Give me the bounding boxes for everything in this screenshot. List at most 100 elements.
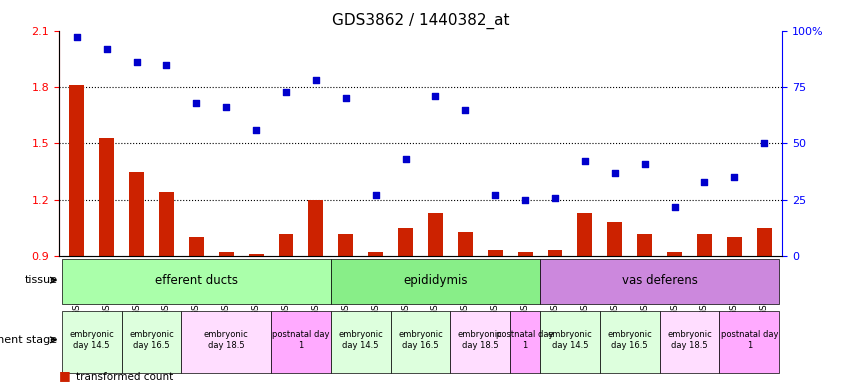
FancyBboxPatch shape bbox=[540, 258, 779, 304]
Bar bbox=[151, 31, 182, 256]
Bar bbox=[249, 254, 263, 256]
Text: embryonic
day 16.5: embryonic day 16.5 bbox=[130, 330, 174, 349]
Bar bbox=[219, 252, 234, 256]
Bar bbox=[99, 138, 114, 256]
Bar bbox=[488, 250, 503, 256]
Text: vas deferens: vas deferens bbox=[621, 274, 697, 286]
Bar bbox=[690, 31, 719, 256]
Point bbox=[489, 192, 502, 198]
Point bbox=[518, 197, 532, 203]
FancyBboxPatch shape bbox=[182, 311, 271, 373]
Point bbox=[220, 104, 233, 111]
Bar bbox=[130, 172, 144, 256]
Title: GDS3862 / 1440382_at: GDS3862 / 1440382_at bbox=[331, 13, 510, 29]
Bar bbox=[69, 85, 84, 256]
Point bbox=[399, 156, 412, 162]
FancyBboxPatch shape bbox=[390, 311, 451, 373]
Point bbox=[458, 106, 472, 113]
Bar bbox=[122, 31, 151, 256]
Bar bbox=[630, 31, 659, 256]
Point bbox=[727, 174, 741, 180]
Text: transformed count: transformed count bbox=[76, 372, 173, 382]
Bar bbox=[458, 232, 473, 256]
Point bbox=[100, 46, 114, 52]
Bar bbox=[757, 228, 772, 256]
Bar bbox=[92, 31, 122, 256]
FancyBboxPatch shape bbox=[62, 311, 122, 373]
Point bbox=[758, 140, 771, 146]
Point bbox=[339, 95, 352, 101]
Point bbox=[279, 88, 293, 94]
Text: embryonic
day 14.5: embryonic day 14.5 bbox=[338, 330, 383, 349]
Bar bbox=[398, 228, 413, 256]
Bar bbox=[607, 222, 622, 256]
Point bbox=[130, 59, 143, 65]
Text: ■: ■ bbox=[59, 369, 71, 382]
Text: embryonic
day 16.5: embryonic day 16.5 bbox=[398, 330, 443, 349]
Point bbox=[250, 127, 263, 133]
Bar bbox=[62, 31, 92, 256]
FancyBboxPatch shape bbox=[600, 311, 659, 373]
Bar bbox=[211, 31, 241, 256]
Bar bbox=[749, 31, 779, 256]
FancyBboxPatch shape bbox=[271, 311, 331, 373]
Bar bbox=[428, 213, 443, 256]
FancyBboxPatch shape bbox=[331, 258, 540, 304]
Text: embryonic
day 16.5: embryonic day 16.5 bbox=[607, 330, 652, 349]
Bar bbox=[637, 233, 652, 256]
Point bbox=[608, 170, 621, 176]
Text: postnatal day
1: postnatal day 1 bbox=[272, 330, 330, 349]
Text: tissue: tissue bbox=[24, 275, 57, 285]
Bar bbox=[301, 31, 331, 256]
Bar bbox=[510, 31, 540, 256]
Bar bbox=[390, 31, 420, 256]
Point bbox=[189, 100, 203, 106]
Point bbox=[429, 93, 442, 99]
Bar bbox=[667, 252, 682, 256]
Bar bbox=[182, 31, 211, 256]
Bar bbox=[547, 250, 563, 256]
FancyBboxPatch shape bbox=[540, 311, 600, 373]
Bar bbox=[659, 31, 690, 256]
Bar bbox=[338, 233, 353, 256]
Bar bbox=[451, 31, 480, 256]
Bar bbox=[480, 31, 510, 256]
Point bbox=[578, 158, 591, 164]
FancyBboxPatch shape bbox=[451, 311, 510, 373]
Point bbox=[638, 161, 652, 167]
Bar bbox=[420, 31, 451, 256]
Point bbox=[668, 204, 681, 210]
Text: embryonic
day 14.5: embryonic day 14.5 bbox=[547, 330, 592, 349]
Bar bbox=[361, 31, 390, 256]
FancyBboxPatch shape bbox=[510, 311, 540, 373]
Bar bbox=[600, 31, 630, 256]
FancyBboxPatch shape bbox=[331, 311, 390, 373]
Bar bbox=[540, 31, 570, 256]
Bar bbox=[570, 31, 600, 256]
Text: development stage: development stage bbox=[0, 335, 57, 345]
Bar bbox=[719, 31, 749, 256]
Text: efferent ducts: efferent ducts bbox=[155, 274, 238, 286]
Bar bbox=[331, 31, 361, 256]
Point bbox=[698, 179, 711, 185]
Bar bbox=[697, 233, 711, 256]
FancyBboxPatch shape bbox=[62, 258, 331, 304]
Bar bbox=[578, 213, 592, 256]
Bar bbox=[727, 237, 742, 256]
Text: epididymis: epididymis bbox=[403, 274, 468, 286]
Bar bbox=[159, 192, 174, 256]
Bar bbox=[189, 237, 204, 256]
Bar bbox=[278, 233, 294, 256]
Text: ■: ■ bbox=[59, 381, 71, 384]
Bar bbox=[517, 252, 532, 256]
Text: postnatal day
1: postnatal day 1 bbox=[721, 330, 778, 349]
FancyBboxPatch shape bbox=[122, 311, 182, 373]
Point bbox=[160, 61, 173, 68]
Point bbox=[548, 194, 562, 200]
Text: embryonic
day 18.5: embryonic day 18.5 bbox=[667, 330, 711, 349]
Point bbox=[309, 77, 323, 83]
Bar bbox=[309, 200, 324, 256]
Text: embryonic
day 18.5: embryonic day 18.5 bbox=[204, 330, 249, 349]
Text: embryonic
day 14.5: embryonic day 14.5 bbox=[69, 330, 114, 349]
Bar bbox=[241, 31, 271, 256]
